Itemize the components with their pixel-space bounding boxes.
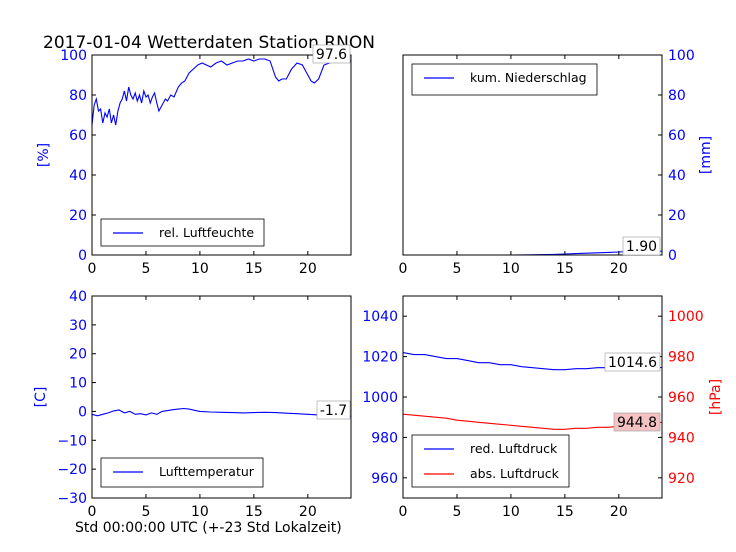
plot-frame-1 bbox=[402, 54, 663, 256]
y-tick-label-l-2-3: 0 bbox=[78, 404, 87, 420]
x-tick-label-3-2: 10 bbox=[502, 504, 520, 520]
y-tick-label-r-3-3: 980 bbox=[668, 350, 695, 366]
legend-box-1 bbox=[411, 63, 598, 96]
y-tick-label-r-3-0: 920 bbox=[668, 471, 695, 487]
y-tick-label-r-3-1: 940 bbox=[668, 430, 695, 446]
x-tick-label-1-3: 15 bbox=[556, 261, 574, 277]
x-tick-label-0-1: 5 bbox=[141, 261, 150, 277]
x-tick-label-0-4: 20 bbox=[299, 261, 317, 277]
x-tick-label-0-0: 0 bbox=[88, 261, 97, 277]
x-tick-label-0-2: 10 bbox=[191, 261, 209, 277]
y-tick-label-r-1-0: 0 bbox=[668, 248, 677, 264]
x-tick-label-2-4: 20 bbox=[299, 504, 317, 520]
annotation-0-0: 97.6 bbox=[316, 47, 347, 63]
y-axis-label-r-1: [mm] bbox=[698, 136, 714, 174]
x-tick-label-1-4: 20 bbox=[610, 261, 628, 277]
y-tick-label-l-3-3: 1020 bbox=[362, 350, 398, 366]
x-tick-label-1-2: 10 bbox=[502, 261, 520, 277]
plot-frame-2 bbox=[91, 295, 352, 499]
annotation-3-0: 1014.6 bbox=[608, 355, 657, 371]
y-tick-label-r-1-3: 60 bbox=[668, 128, 686, 144]
y-axis-label-l-2: [C] bbox=[33, 387, 49, 408]
series-line-0-0 bbox=[91, 58, 351, 126]
annotation-box-3-1 bbox=[613, 412, 661, 432]
y-tick-label-l-2-5: 20 bbox=[69, 347, 87, 363]
y-tick-label-r-3-2: 960 bbox=[668, 390, 695, 406]
legend-box-3 bbox=[411, 434, 570, 488]
legend-label-1-0: kum. Niederschlag bbox=[470, 70, 587, 85]
x-tick-label-3-1: 5 bbox=[452, 504, 461, 520]
x-axis-label: Std 00:00:00 UTC (+-23 Std Lokalzeit) bbox=[75, 520, 342, 536]
annotation-box-3-0 bbox=[604, 352, 661, 372]
y-tick-label-r-3-4: 1000 bbox=[668, 309, 704, 325]
legend-label-0-0: rel. Luftfeuchte bbox=[159, 225, 254, 240]
y-tick-label-l-0-5: 100 bbox=[60, 48, 87, 64]
legend-label-3-1: abs. Luftdruck bbox=[470, 466, 560, 481]
x-tick-label-2-1: 5 bbox=[141, 504, 150, 520]
annotation-2-0: -1.7 bbox=[320, 403, 347, 419]
x-tick-label-2-3: 15 bbox=[245, 504, 263, 520]
x-tick-label-3-0: 0 bbox=[399, 504, 408, 520]
y-tick-label-l-3-4: 1040 bbox=[362, 309, 398, 325]
x-tick-label-2-0: 0 bbox=[88, 504, 97, 520]
y-tick-label-l-3-0: 960 bbox=[371, 471, 398, 487]
y-tick-label-l-0-0: 0 bbox=[78, 248, 87, 264]
x-tick-label-1-1: 5 bbox=[452, 261, 461, 277]
annotation-box-1-0 bbox=[622, 236, 661, 256]
y-tick-label-l-2-7: 40 bbox=[69, 289, 87, 305]
annotation-1-0: 1.90 bbox=[626, 239, 657, 255]
y-tick-label-l-3-2: 1000 bbox=[362, 390, 398, 406]
y-tick-label-l-0-4: 80 bbox=[69, 88, 87, 104]
y-tick-label-l-0-3: 60 bbox=[69, 128, 87, 144]
x-tick-label-3-3: 15 bbox=[556, 504, 574, 520]
y-tick-label-l-3-1: 980 bbox=[371, 430, 398, 446]
annotation-3-1: 944.8 bbox=[617, 415, 657, 431]
x-tick-label-3-4: 20 bbox=[610, 504, 628, 520]
y-tick-label-l-2-2: −10 bbox=[57, 433, 87, 449]
y-axis-label-l-0: [%] bbox=[36, 143, 52, 167]
y-tick-label-r-1-1: 20 bbox=[668, 208, 686, 224]
y-tick-label-l-2-4: 10 bbox=[69, 376, 87, 392]
series-line-2-0 bbox=[91, 407, 352, 417]
y-tick-label-r-1-4: 80 bbox=[668, 88, 686, 104]
y-tick-label-l-2-1: −20 bbox=[57, 462, 87, 478]
legend-label-3-0: red. Luftdruck bbox=[470, 441, 558, 456]
y-tick-label-r-1-2: 40 bbox=[668, 168, 686, 184]
x-tick-label-1-0: 0 bbox=[399, 261, 408, 277]
annotation-box-2-0 bbox=[316, 400, 351, 420]
annotation-box-0-0 bbox=[312, 44, 351, 64]
y-tick-label-l-0-1: 20 bbox=[69, 208, 87, 224]
plot-frame-0 bbox=[91, 54, 352, 256]
legend-label-2-0: Lufttemperatur bbox=[159, 464, 255, 479]
y-tick-label-l-0-2: 40 bbox=[69, 168, 87, 184]
y-axis-label-r-3: [hPa] bbox=[708, 379, 724, 415]
y-tick-label-r-1-5: 100 bbox=[668, 48, 695, 64]
y-tick-label-l-2-0: −30 bbox=[57, 491, 87, 507]
y-tick-label-l-2-6: 30 bbox=[69, 318, 87, 334]
x-tick-label-2-2: 10 bbox=[191, 504, 209, 520]
x-tick-label-0-3: 15 bbox=[245, 261, 263, 277]
figure-title: 2017-01-04 Wetterdaten Station RNON bbox=[43, 33, 375, 53]
